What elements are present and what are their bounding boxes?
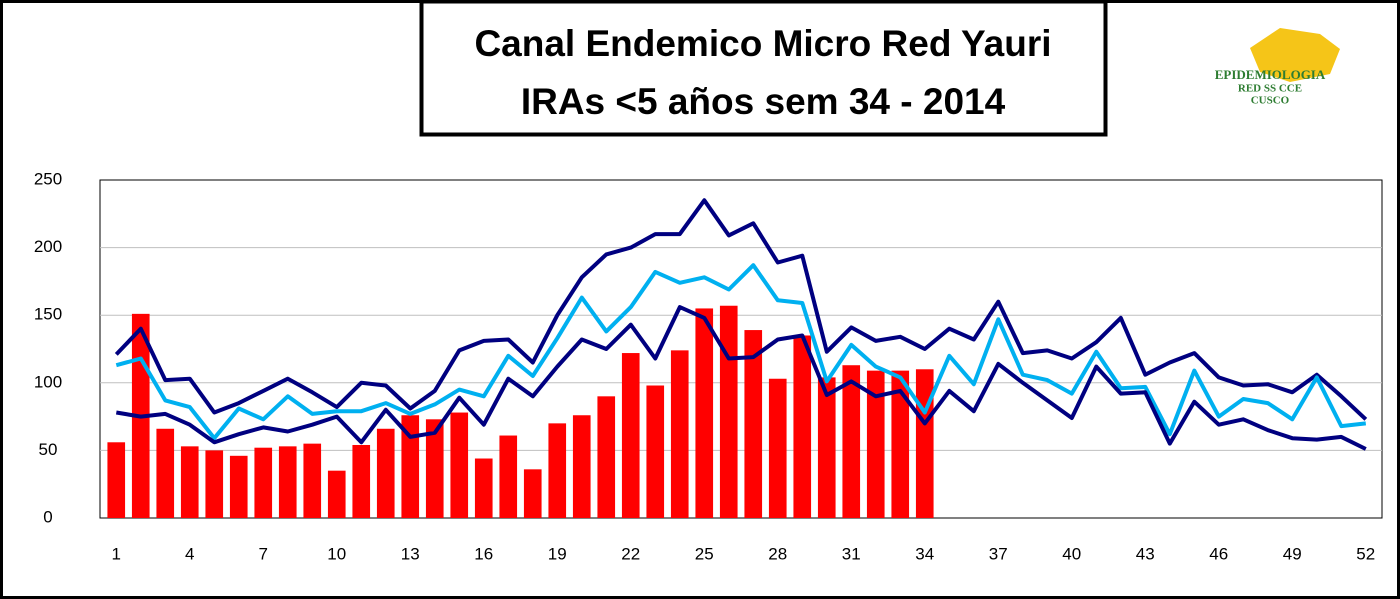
bar xyxy=(376,428,395,518)
bar xyxy=(768,378,787,518)
y-tick-label: 200 xyxy=(34,237,62,256)
bar xyxy=(915,369,934,518)
bar xyxy=(352,444,371,518)
line xyxy=(115,305,1367,451)
bar xyxy=(254,447,273,518)
bar xyxy=(670,350,689,518)
bar xyxy=(327,470,346,518)
bar xyxy=(572,415,591,518)
chart-subtitle: IRAs <5 años sem 34 - 2014 xyxy=(521,81,1006,122)
y-tick-label: 50 xyxy=(39,440,58,459)
logo-text: EPIDEMIOLOGIA xyxy=(1215,67,1326,82)
bar xyxy=(842,365,861,518)
bar xyxy=(450,412,469,518)
x-tick-label: 10 xyxy=(327,544,346,563)
logo-map xyxy=(1250,28,1340,82)
x-tick-label: 52 xyxy=(1356,544,1375,563)
bar xyxy=(744,330,763,518)
y-tick-label: 150 xyxy=(34,305,62,324)
bar xyxy=(597,396,616,518)
x-tick-label: 22 xyxy=(621,544,640,563)
bar xyxy=(817,377,836,518)
x-tick-label: 13 xyxy=(401,544,420,563)
bar xyxy=(646,385,665,518)
bar xyxy=(621,353,640,518)
bar xyxy=(278,446,297,518)
y-tick-label: 100 xyxy=(34,372,62,391)
bar xyxy=(499,435,518,518)
x-tick-label: 37 xyxy=(989,544,1008,563)
x-tick-label: 31 xyxy=(842,544,861,563)
bar xyxy=(523,469,542,518)
bar xyxy=(719,305,738,518)
chart-title: Canal Endemico Micro Red Yauri xyxy=(474,23,1051,64)
bar xyxy=(891,370,910,518)
x-tick-label: 19 xyxy=(548,544,567,563)
bar xyxy=(866,370,885,518)
line xyxy=(115,263,1367,441)
x-tick-label: 1 xyxy=(112,544,121,563)
bar xyxy=(401,415,420,518)
x-tick-label: 7 xyxy=(259,544,268,563)
logo: EPIDEMIOLOGIA RED SS CCE CUSCO xyxy=(1215,28,1340,107)
bar xyxy=(180,446,199,518)
x-tick-label: 34 xyxy=(915,544,934,563)
x-tick-label: 40 xyxy=(1062,544,1081,563)
y-tick-label: 0 xyxy=(43,507,52,526)
bar xyxy=(156,428,175,518)
bar xyxy=(474,458,493,518)
x-tick-label: 16 xyxy=(474,544,493,563)
bar xyxy=(695,308,714,518)
line xyxy=(114,198,1368,421)
logo-text: CUSCO xyxy=(1251,95,1290,107)
bar xyxy=(303,443,322,518)
x-tick-label: 43 xyxy=(1136,544,1155,563)
title-box xyxy=(419,0,1108,137)
bar xyxy=(205,450,224,518)
bar xyxy=(107,442,126,518)
plot-frame xyxy=(99,179,1383,519)
logo-text: RED SS CCE xyxy=(1238,83,1302,95)
x-tick-label: 49 xyxy=(1283,544,1302,563)
bar xyxy=(793,335,812,518)
x-tick-label: 28 xyxy=(768,544,787,563)
x-tick-label: 46 xyxy=(1209,544,1228,563)
bar xyxy=(548,423,567,518)
x-tick-label: 25 xyxy=(695,544,714,563)
bar xyxy=(425,419,444,518)
y-tick-label: 250 xyxy=(34,169,62,188)
x-tick-label: 4 xyxy=(185,544,194,563)
bar xyxy=(229,455,248,518)
